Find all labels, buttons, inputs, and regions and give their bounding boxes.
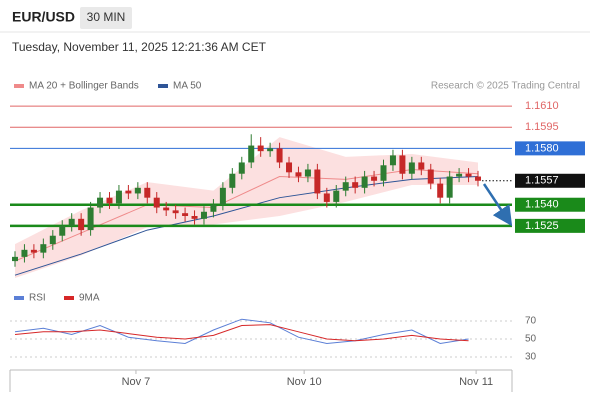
candle-body bbox=[314, 169, 321, 194]
candle-body bbox=[399, 155, 406, 174]
candle-body bbox=[286, 162, 293, 173]
candle-body bbox=[418, 162, 425, 170]
level-label: 1.1525 bbox=[525, 220, 559, 232]
candle-body bbox=[59, 225, 66, 236]
candle-body bbox=[446, 176, 453, 198]
candle-body bbox=[87, 207, 94, 231]
credit: Research © 2025 Trading Central bbox=[431, 81, 580, 92]
candle-body bbox=[437, 183, 444, 198]
candle-body bbox=[182, 213, 189, 216]
candle-body bbox=[248, 145, 255, 163]
symbol: EUR/USD bbox=[12, 9, 75, 25]
ma50-line bbox=[14, 176, 479, 276]
bollinger-band bbox=[15, 137, 478, 278]
candle-body bbox=[295, 172, 302, 177]
candle-body bbox=[30, 249, 37, 253]
legend-label: RSI bbox=[29, 293, 46, 304]
x-tick-label: Nov 7 bbox=[122, 376, 151, 388]
candle-body bbox=[115, 190, 122, 204]
candle-body bbox=[191, 216, 198, 219]
candle-body bbox=[106, 197, 113, 204]
level-label: 1.1580 bbox=[525, 142, 559, 154]
candle-body bbox=[257, 145, 264, 152]
candle-body bbox=[475, 176, 481, 181]
candle-body bbox=[210, 204, 217, 212]
candle-body bbox=[427, 169, 434, 184]
candle-body bbox=[323, 193, 330, 202]
candle-body bbox=[134, 187, 141, 194]
candle-body bbox=[40, 244, 47, 253]
candle-body bbox=[352, 182, 359, 188]
candle-body bbox=[238, 162, 245, 174]
level-label: 1.1557 bbox=[525, 175, 559, 187]
candle-body bbox=[12, 256, 18, 262]
rsi-tick-label: 70 bbox=[525, 316, 537, 327]
legend-swatch bbox=[14, 296, 24, 300]
candle-body bbox=[229, 173, 236, 188]
candle-body bbox=[49, 235, 56, 245]
legend-label: MA 50 bbox=[173, 81, 202, 92]
legend-label: 9MA bbox=[79, 293, 100, 304]
level-box bbox=[515, 173, 585, 188]
rsi-tick-label: 50 bbox=[525, 334, 537, 345]
candle-body bbox=[267, 148, 274, 152]
candle-body bbox=[408, 162, 415, 174]
candle-body bbox=[333, 190, 340, 202]
candle-body bbox=[465, 173, 472, 177]
rsi-line bbox=[14, 318, 469, 345]
legend-swatch bbox=[158, 84, 168, 88]
candle-body bbox=[97, 197, 104, 208]
candle-body bbox=[21, 249, 28, 257]
rsi-line bbox=[14, 324, 469, 342]
level-box bbox=[515, 141, 585, 156]
level-box bbox=[515, 218, 585, 233]
candle-body bbox=[380, 165, 387, 181]
candle-body bbox=[153, 197, 160, 208]
candle-body bbox=[163, 207, 170, 211]
rsi-tick-label: 30 bbox=[525, 352, 537, 363]
candle-body bbox=[172, 210, 179, 214]
candle-body bbox=[200, 211, 207, 219]
x-tick-label: Nov 10 bbox=[287, 376, 322, 388]
level-label: 1.1540 bbox=[525, 199, 559, 211]
timeframe: 30 MIN bbox=[87, 10, 126, 24]
candle-body bbox=[456, 173, 463, 177]
candle-body bbox=[276, 148, 283, 163]
candle-body bbox=[125, 190, 132, 194]
candle-body bbox=[144, 187, 151, 198]
x-tick-label: Nov 11 bbox=[459, 376, 493, 388]
candle-body bbox=[304, 169, 311, 177]
candle-body bbox=[219, 187, 226, 205]
level-label: 1.1595 bbox=[525, 121, 559, 133]
candle-body bbox=[371, 176, 378, 181]
legend-swatch bbox=[64, 296, 74, 300]
candle-body bbox=[342, 182, 349, 191]
timeframe-box bbox=[80, 7, 132, 29]
level-box bbox=[515, 197, 585, 212]
forecast-arrow bbox=[482, 183, 513, 227]
legend-swatch bbox=[14, 84, 24, 88]
candle-body bbox=[78, 218, 85, 231]
timestamp: Tuesday, November 11, 2025 12:21:36 AM C… bbox=[12, 40, 267, 54]
candle-body bbox=[389, 155, 396, 166]
legend-label: MA 20 + Bollinger Bands bbox=[29, 81, 139, 92]
candle-body bbox=[68, 218, 75, 226]
candle-body bbox=[361, 176, 368, 188]
level-label: 1.1610 bbox=[525, 100, 559, 112]
